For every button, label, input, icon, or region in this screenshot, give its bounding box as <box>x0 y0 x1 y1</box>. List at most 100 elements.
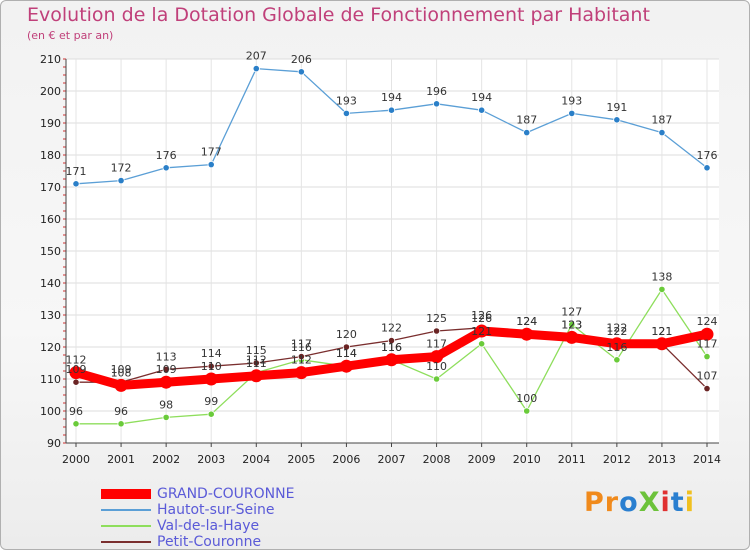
data-point-hautot-sur-seine <box>207 161 215 169</box>
data-label-hautot-sur-seine: 196 <box>426 85 447 98</box>
data-label-grand-couronne: 122 <box>606 325 627 338</box>
data-point-hautot-sur-seine <box>568 109 576 118</box>
data-label-hautot-sur-seine: 207 <box>246 50 267 63</box>
data-label-grand-couronne: 108 <box>111 366 132 379</box>
data-point-petit-couronne <box>207 362 215 370</box>
x-tick-label: 2007 <box>378 453 406 466</box>
data-label-petit-couronne: 124 <box>516 315 537 328</box>
data-point-hautot-sur-seine <box>342 109 351 118</box>
data-point-grand-couronne <box>294 366 308 380</box>
proxiti-logo: ProXiti <box>584 487 695 518</box>
x-tick-label: 2014 <box>693 453 721 466</box>
legend-item-grand-couronne: GRAND-COURONNE <box>101 486 401 502</box>
data-point-hautot-sur-seine <box>297 68 305 76</box>
data-label-grand-couronne: 126 <box>471 312 492 325</box>
data-point-hautot-sur-seine <box>613 116 621 124</box>
data-point-petit-couronne <box>297 352 305 361</box>
data-point-petit-couronne <box>432 327 441 335</box>
legend-label: Petit-Couronne <box>157 534 262 550</box>
data-label-val-de-la-haye: 138 <box>651 270 672 283</box>
data-point-grand-couronne <box>159 375 173 389</box>
data-label-val-de-la-haye: 121 <box>471 325 492 338</box>
data-label-grand-couronne: 124 <box>697 315 718 328</box>
data-label-hautot-sur-seine: 193 <box>336 94 357 107</box>
data-label-grand-couronne: 121 <box>651 325 672 338</box>
y-tick-label: 90 <box>47 437 61 450</box>
data-point-grand-couronne <box>475 324 489 338</box>
y-tick-label: 170 <box>40 181 61 194</box>
y-tick-label: 140 <box>40 277 61 290</box>
data-label-petit-couronne: 121 <box>651 325 672 338</box>
y-tick-label: 130 <box>40 309 61 322</box>
y-tick-label: 200 <box>40 85 61 98</box>
data-label-petit-couronne: 123 <box>561 318 582 331</box>
legend-label: Hautot-sur-Seine <box>157 502 275 518</box>
data-point-val-de-la-haye <box>613 356 621 364</box>
data-label-grand-couronne: 110 <box>201 360 222 373</box>
data-point-petit-couronne <box>72 378 80 386</box>
data-point-grand-couronne <box>249 369 263 383</box>
data-point-val-de-la-haye <box>523 407 531 415</box>
data-point-grand-couronne <box>114 378 128 392</box>
data-label-val-de-la-haye: 116 <box>381 341 402 354</box>
data-label-val-de-la-haye: 112 <box>246 354 267 367</box>
data-label-grand-couronne: 112 <box>66 354 87 367</box>
legend-swatch <box>101 489 151 499</box>
x-tick-label: 2009 <box>468 453 496 466</box>
data-label-petit-couronne: 113 <box>156 350 177 363</box>
series-hautot-sur-seine <box>72 65 711 188</box>
data-point-hautot-sur-seine <box>72 180 80 188</box>
legend-label: Val-de-la-Haye <box>157 518 260 534</box>
data-label-val-de-la-haye: 117 <box>697 338 718 351</box>
data-point-petit-couronne <box>252 359 260 367</box>
data-point-hautot-sur-seine <box>117 177 125 185</box>
data-label-petit-couronne: 120 <box>336 328 357 341</box>
data-label-hautot-sur-seine: 206 <box>291 53 312 66</box>
x-tick-label: 2002 <box>152 453 180 466</box>
data-label-val-de-la-haye: 99 <box>204 395 218 408</box>
data-point-hautot-sur-seine <box>432 100 441 108</box>
y-tick-label: 150 <box>40 245 61 258</box>
data-label-val-de-la-haye: 116 <box>291 341 312 354</box>
data-point-val-de-la-haye <box>432 375 441 383</box>
data-label-val-de-la-haye: 116 <box>606 341 627 354</box>
data-label-petit-couronne: 109 <box>111 363 132 376</box>
x-tick-label: 2003 <box>197 453 225 466</box>
logo-letter: t <box>670 487 685 518</box>
data-point-val-de-la-haye <box>703 352 711 361</box>
logo-letter: i <box>684 487 695 518</box>
data-label-petit-couronne: 109 <box>66 363 87 376</box>
x-tick-label: 2011 <box>558 453 586 466</box>
y-tick-label: 160 <box>40 213 61 226</box>
data-point-grand-couronne <box>339 359 353 373</box>
data-point-hautot-sur-seine <box>252 65 260 73</box>
y-tick-label: 190 <box>40 117 61 130</box>
data-point-hautot-sur-seine <box>162 164 170 172</box>
data-point-grand-couronne <box>655 337 669 351</box>
data-label-hautot-sur-seine: 187 <box>651 114 672 127</box>
data-label-val-de-la-haye: 114 <box>336 347 357 360</box>
y-tick-label: 110 <box>40 373 61 386</box>
y-tick-label: 120 <box>40 341 61 354</box>
data-label-grand-couronne: 109 <box>156 363 177 376</box>
data-label-grand-couronne: 124 <box>516 315 537 328</box>
data-label-petit-couronne: 115 <box>246 344 267 357</box>
data-label-hautot-sur-seine: 171 <box>66 165 87 178</box>
series-layer <box>69 65 714 428</box>
data-label-hautot-sur-seine: 194 <box>471 91 492 104</box>
data-point-grand-couronne <box>69 366 83 380</box>
data-label-hautot-sur-seine: 187 <box>516 114 537 127</box>
data-point-hautot-sur-seine <box>703 164 711 172</box>
legend-swatch <box>101 525 151 527</box>
legend-label: GRAND-COURONNE <box>157 486 295 502</box>
data-label-grand-couronne: 111 <box>246 357 267 370</box>
data-point-val-de-la-haye <box>658 285 666 293</box>
x-tick-label: 2008 <box>423 453 451 466</box>
data-point-grand-couronne <box>520 327 534 341</box>
data-label-hautot-sur-seine: 193 <box>561 94 582 107</box>
data-label-val-de-la-haye: 127 <box>561 306 582 319</box>
data-label-hautot-sur-seine: 176 <box>156 149 177 162</box>
data-label-val-de-la-haye: 98 <box>159 398 173 411</box>
